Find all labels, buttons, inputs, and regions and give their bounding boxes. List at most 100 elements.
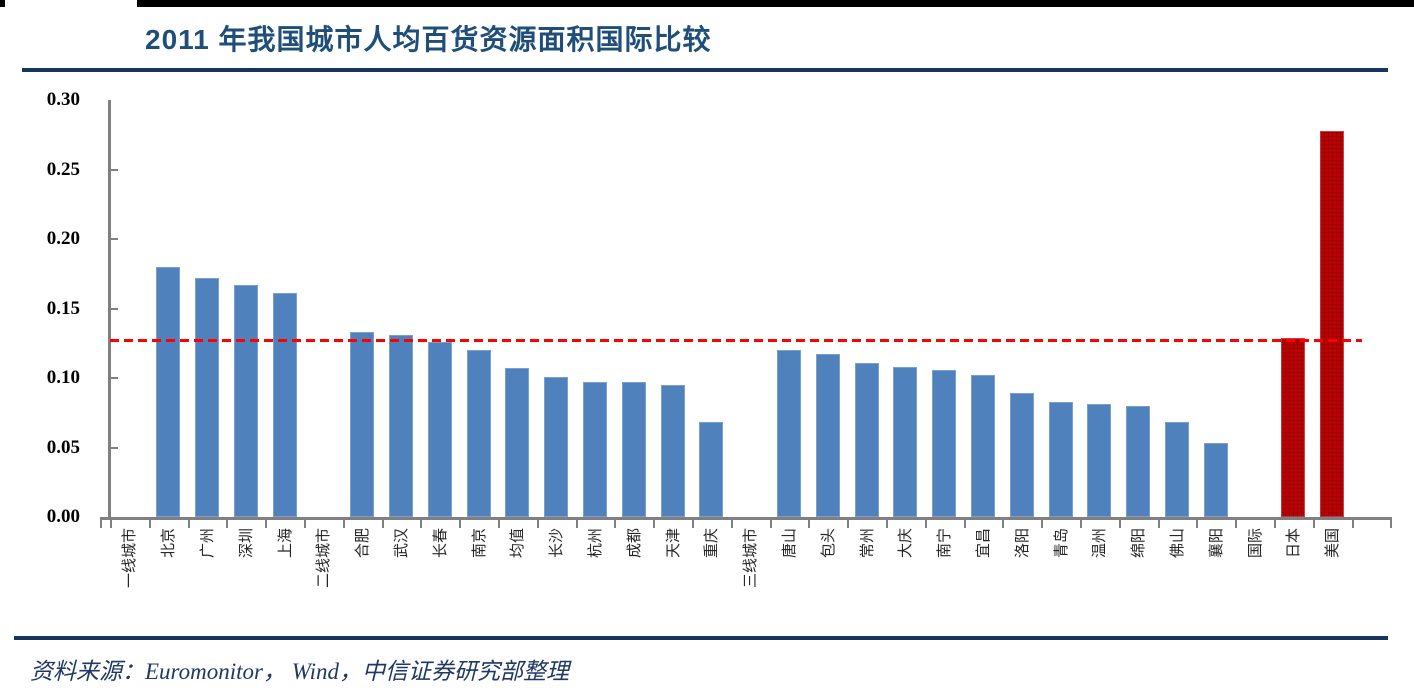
bar-chart: 0.00 0.05 0.10 0.15 0.20 0.25 0.30 一线城市 北京 广州 深圳 上海… [0, 89, 1414, 635]
x-tick [187, 517, 190, 528]
x-axis-label: 深圳 [237, 528, 255, 559]
y-axis-label: 0.05 [46, 436, 80, 458]
x-axis-label: 南京 [470, 528, 488, 559]
bar [1009, 393, 1034, 517]
x-axis-label: 上海 [276, 528, 294, 559]
x-axis-label: 包头 [819, 528, 837, 559]
x-tick [1041, 517, 1044, 528]
x-axis-label: 合肥 [354, 528, 372, 559]
bar [389, 334, 413, 517]
x-tick [226, 517, 229, 528]
bar [815, 354, 840, 517]
bar [660, 384, 685, 517]
x-tick [653, 517, 656, 528]
x-axis-label: 广州 [199, 528, 216, 559]
x-axis-label: 佛山 [1169, 528, 1186, 559]
x-axis-label: 武汉 [393, 528, 410, 559]
bar [466, 350, 491, 517]
y-axis-label: 0.20 [46, 228, 80, 249]
x-axis-end-tick [100, 517, 102, 528]
x-tick [1002, 517, 1005, 528]
y-tick [110, 238, 118, 240]
x-axis-label: 重庆 [703, 528, 721, 559]
x-axis-label: 温州 [1091, 528, 1109, 559]
x-tick [1080, 517, 1082, 528]
x-tick [304, 517, 306, 528]
x-axis-label: 均值 [509, 528, 527, 559]
bar [932, 369, 957, 517]
bar [1126, 405, 1151, 517]
x-axis-label: 国际 [1246, 528, 1264, 559]
bar [583, 382, 607, 517]
x-tick [1274, 517, 1276, 528]
x-tick [536, 517, 539, 528]
footer-divider-rule [14, 636, 1388, 640]
x-axis-end-tick [1390, 517, 1392, 528]
x-tick [110, 517, 112, 528]
x-axis-label: 北京 [160, 528, 178, 559]
bar [1203, 443, 1228, 517]
x-axis-line [100, 517, 1392, 520]
x-axis-label: 一线城市 [121, 528, 139, 589]
x-axis-label: 长春 [431, 528, 449, 559]
x-axis-label: 长沙 [548, 528, 566, 559]
bar [854, 362, 879, 517]
bar [971, 375, 995, 517]
x-axis-label: 成都 [625, 528, 643, 559]
x-axis-label: 日本 [1285, 528, 1303, 559]
top-black-bar [137, 0, 1414, 7]
x-axis-label: 青岛 [1052, 528, 1070, 559]
bar [893, 366, 918, 517]
x-axis-label: 二线城市 [315, 528, 333, 589]
bar [544, 376, 569, 517]
x-axis-label: 唐山 [781, 528, 798, 559]
x-axis-label: 襄阳 [1207, 528, 1225, 559]
x-tick [459, 517, 462, 528]
bar [156, 266, 181, 517]
title-divider-rule [22, 68, 1388, 72]
bar [1087, 404, 1112, 517]
x-tick [1351, 517, 1354, 528]
x-tick [342, 517, 345, 528]
x-tick [1312, 517, 1315, 528]
y-tick [110, 446, 118, 449]
x-tick [265, 517, 268, 528]
bar [621, 382, 646, 517]
chart-title: 2011 年我国城市人均百货资源面积国际比较 [145, 24, 712, 55]
x-tick [808, 517, 811, 528]
bar [427, 341, 452, 517]
x-tick [692, 517, 694, 528]
x-axis-label: 天津 [664, 528, 682, 559]
x-tick [886, 517, 888, 528]
x-axis-label: 美国 [1324, 528, 1342, 559]
x-tick [498, 517, 500, 528]
x-tick [730, 517, 733, 528]
bar [233, 284, 258, 517]
x-tick [614, 517, 617, 528]
bar [1281, 337, 1306, 517]
x-tick [420, 517, 423, 528]
bar [1048, 401, 1073, 517]
y-axis-label: 0.00 [46, 506, 80, 527]
bar [699, 422, 724, 517]
x-tick [1235, 517, 1238, 528]
x-axis-label: 杭州 [587, 528, 604, 559]
bar [195, 277, 219, 517]
x-tick [1196, 517, 1199, 528]
bar [505, 368, 530, 517]
source-note: 资料来源：Euromonitor， Wind，中信证券研究部整理 [30, 659, 570, 684]
x-tick [1157, 517, 1160, 528]
y-tick [110, 307, 118, 310]
top-black-bar-notch [0, 0, 5, 7]
x-tick [381, 517, 384, 528]
x-tick [148, 517, 151, 528]
y-axis-label: 0.10 [46, 367, 80, 388]
x-axis-label: 宜昌 [975, 528, 992, 559]
bar [1165, 422, 1189, 517]
y-tick [110, 377, 118, 379]
bar [350, 332, 375, 517]
x-axis-label: 三线城市 [742, 528, 760, 589]
bar [1320, 130, 1345, 517]
x-axis-label: 大庆 [897, 528, 915, 559]
